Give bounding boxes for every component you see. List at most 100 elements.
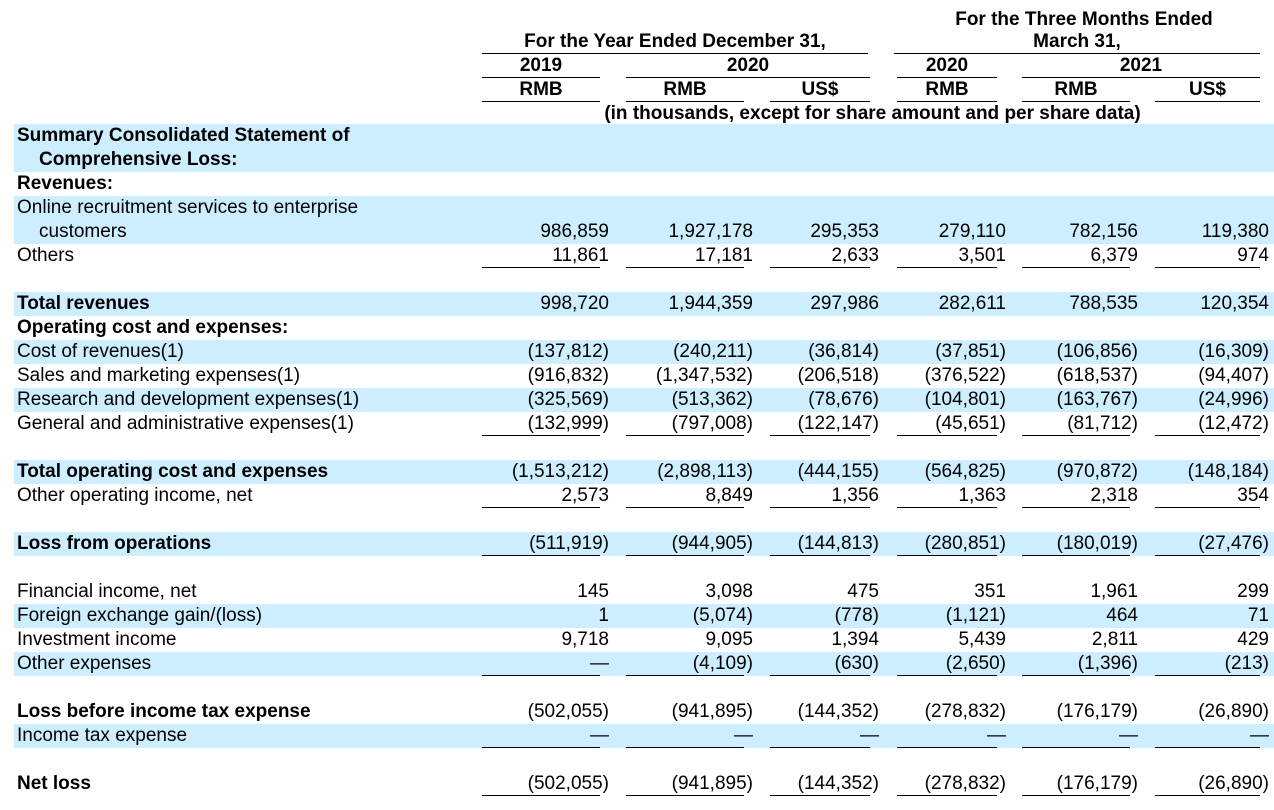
value-cell: 8,849 xyxy=(705,485,753,506)
value-cell: (797,008) xyxy=(671,413,753,434)
value-cell: (137,812) xyxy=(527,341,609,362)
underline-rule xyxy=(1155,435,1260,436)
underline-rule xyxy=(1022,555,1130,556)
value-cell: (206,518) xyxy=(797,365,879,386)
row-band xyxy=(14,460,1274,484)
currency-header-c1: RMB xyxy=(482,79,600,102)
underline-rule xyxy=(482,267,600,268)
value-cell: (12,472) xyxy=(1198,413,1269,434)
value-cell: 464 xyxy=(1106,605,1138,626)
value-cell: (941,895) xyxy=(671,701,753,722)
value-cell: 354 xyxy=(1237,485,1269,506)
underline-rule xyxy=(1155,267,1260,268)
underline-rule xyxy=(770,435,870,436)
value-cell: (511,919) xyxy=(529,533,609,554)
underline-rule xyxy=(1022,747,1130,748)
value-cell: 17,181 xyxy=(694,245,753,266)
value-cell: (24,996) xyxy=(1198,389,1269,410)
underline-rule xyxy=(1022,795,1130,796)
value-cell: (240,211) xyxy=(673,341,753,362)
value-cell: 297,986 xyxy=(810,293,879,314)
row-label: Total operating cost and expenses xyxy=(17,461,329,482)
value-cell: (502,055) xyxy=(527,701,609,722)
underline-rule xyxy=(897,795,997,796)
value-cell: 782,156 xyxy=(1069,221,1138,242)
currency-header-c4: RMB xyxy=(897,79,997,102)
row-label: Financial income, net xyxy=(17,581,197,602)
row-label: Operating cost and expenses: xyxy=(17,317,289,338)
value-cell: (970,872) xyxy=(1056,461,1138,482)
value-cell: — xyxy=(1119,725,1138,746)
row-label: Sales and marketing expenses(1) xyxy=(17,365,301,386)
value-cell: 1 xyxy=(598,605,609,626)
value-cell: 974 xyxy=(1237,245,1269,266)
row-label: Research and development expenses(1) xyxy=(17,389,360,410)
value-cell: 299 xyxy=(1237,581,1269,602)
units-note: (in thousands, except for share amount a… xyxy=(604,103,1141,124)
value-cell: (144,813) xyxy=(797,533,879,554)
value-cell: (78,676) xyxy=(808,389,879,410)
value-cell: 5,439 xyxy=(958,629,1006,650)
underline-rule xyxy=(770,675,870,676)
row-band xyxy=(14,124,1274,172)
row-label: Online recruitment services to enterpris… xyxy=(17,196,358,244)
row-label: Total revenues xyxy=(17,293,150,314)
value-cell: 282,611 xyxy=(938,293,1006,314)
value-cell: (502,055) xyxy=(527,773,609,794)
value-cell: (94,407) xyxy=(1198,365,1269,386)
value-cell: (148,184) xyxy=(1187,461,1269,482)
row-band xyxy=(14,388,1274,412)
underline-rule xyxy=(770,507,870,508)
value-cell: (1,121) xyxy=(945,605,1006,626)
underline-rule xyxy=(770,267,870,268)
row-label: Income tax expense xyxy=(17,725,188,746)
value-cell: (444,155) xyxy=(797,461,879,482)
underline-rule xyxy=(482,795,600,796)
row-label: Net loss xyxy=(17,773,91,794)
underline-rule xyxy=(897,747,997,748)
value-cell: (916,832) xyxy=(527,365,609,386)
value-cell: (944,905) xyxy=(671,533,753,554)
value-cell: (2,650) xyxy=(945,653,1006,674)
quarter-group-header-line1: For the Three Months Ended xyxy=(955,9,1213,30)
value-cell: 1,356 xyxy=(831,485,879,506)
value-cell: (27,476) xyxy=(1198,533,1269,554)
row-label: Foreign exchange gain/(loss) xyxy=(17,605,263,626)
underline-rule xyxy=(626,507,744,508)
row-label: Other expenses xyxy=(17,653,152,674)
row-label: General and administrative expenses(1) xyxy=(17,413,354,434)
value-cell: 1,961 xyxy=(1090,581,1138,602)
row-label: Cost of revenues(1) xyxy=(17,341,184,362)
value-cell: 279,110 xyxy=(938,221,1006,242)
value-cell: (36,814) xyxy=(808,341,879,362)
value-cell: (104,801) xyxy=(924,389,1006,410)
value-cell: 1,944,359 xyxy=(668,293,753,314)
value-cell: (4,109) xyxy=(692,653,753,674)
underline-rule xyxy=(897,507,997,508)
value-cell: 71 xyxy=(1247,605,1269,626)
value-cell: 986,859 xyxy=(540,221,609,242)
row-band xyxy=(14,532,1274,556)
underline-rule xyxy=(482,675,600,676)
value-cell: 998,720 xyxy=(540,293,609,314)
value-cell: (106,856) xyxy=(1056,341,1138,362)
value-cell: — xyxy=(590,653,609,674)
underline-rule xyxy=(1155,747,1260,748)
underline-rule xyxy=(626,675,744,676)
row-band xyxy=(14,724,1274,748)
row-label: Loss before income tax expense xyxy=(17,701,311,722)
quarter-group-header-line2: March 31, xyxy=(894,31,1260,54)
value-cell: (16,309) xyxy=(1198,341,1269,362)
value-cell: (26,890) xyxy=(1198,773,1269,794)
value-cell: 1,363 xyxy=(958,485,1006,506)
value-cell: 120,354 xyxy=(1200,293,1269,314)
value-cell: 6,379 xyxy=(1090,245,1138,266)
underline-rule xyxy=(770,795,870,796)
value-cell: (45,651) xyxy=(935,413,1006,434)
value-cell: 351 xyxy=(974,581,1006,602)
value-cell: (630) xyxy=(834,653,879,674)
underline-rule xyxy=(1022,267,1130,268)
underline-rule xyxy=(1022,675,1130,676)
value-cell: (278,832) xyxy=(924,773,1006,794)
